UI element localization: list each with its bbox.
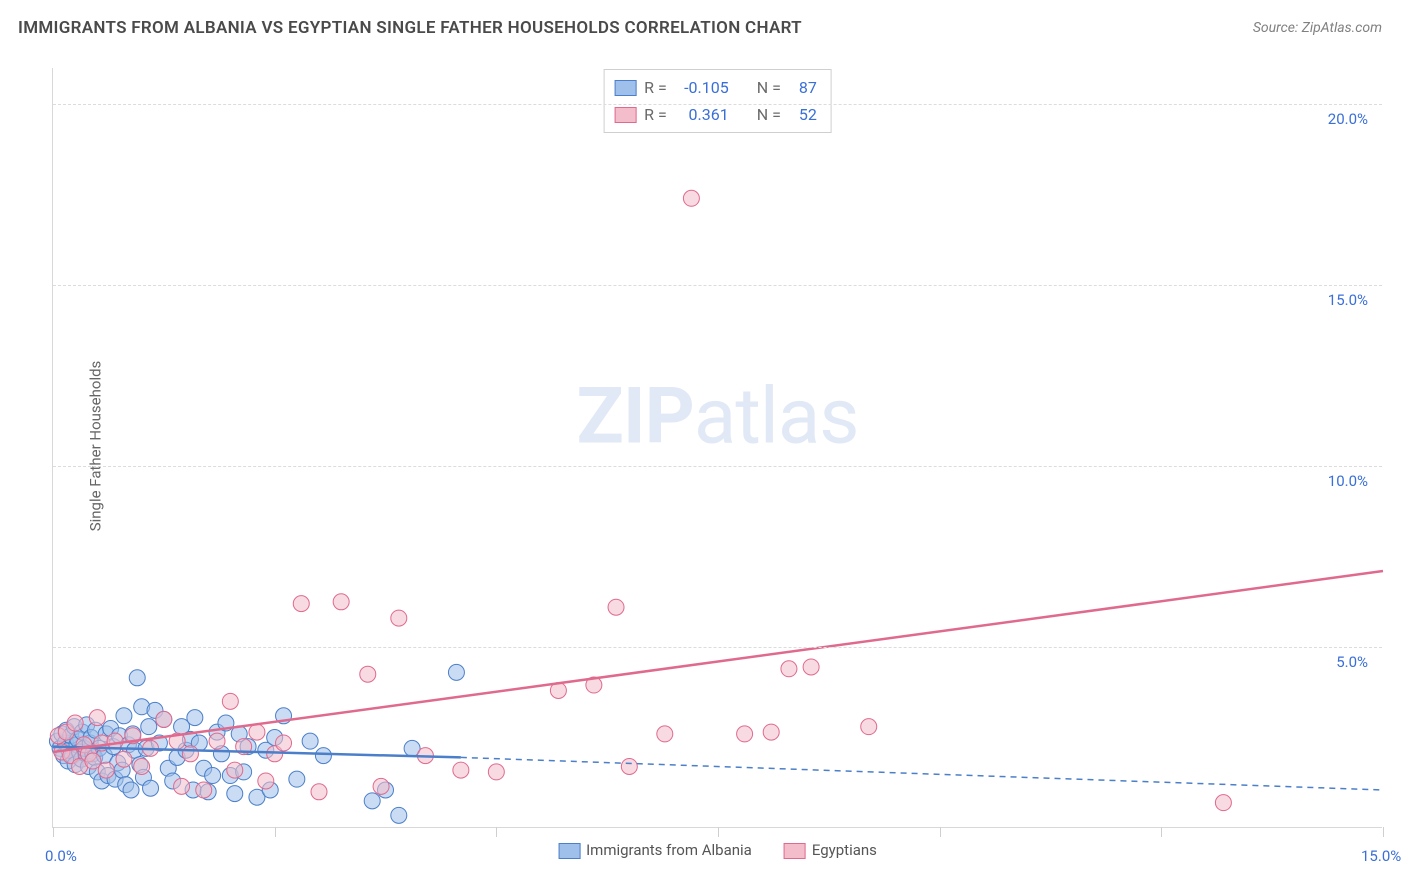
scatter-point xyxy=(182,746,198,762)
source-attribution: Source: ZipAtlas.com xyxy=(1253,20,1382,36)
regression-line xyxy=(53,571,1383,752)
legend-series-label: Immigrants from Albania xyxy=(586,841,752,859)
plot-area: ZIPatlas R =-0.105N =87R =0.361N =52 Imm… xyxy=(52,68,1382,828)
x-tick-mark xyxy=(53,827,54,837)
scatter-point xyxy=(488,764,504,780)
scatter-point xyxy=(781,661,797,677)
chart-title: IMMIGRANTS FROM ALBANIA VS EGYPTIAN SING… xyxy=(18,18,802,38)
gridline xyxy=(53,647,1382,648)
y-tick-label: 15.0% xyxy=(1328,291,1368,309)
scatter-point xyxy=(683,190,699,206)
scatter-point xyxy=(129,670,145,686)
x-tick-mark xyxy=(1383,827,1384,837)
legend-series-label: Egyptians xyxy=(812,841,877,859)
scatter-point xyxy=(608,599,624,615)
x-tick-mark xyxy=(940,827,941,837)
scatter-point xyxy=(289,771,305,787)
scatter-point xyxy=(763,724,779,740)
scatter-point xyxy=(196,782,212,798)
scatter-point xyxy=(448,664,464,680)
scatter-point xyxy=(89,710,105,726)
scatter-point xyxy=(143,780,159,796)
scatter-point xyxy=(116,708,132,724)
scatter-point xyxy=(803,659,819,675)
scatter-point xyxy=(315,748,331,764)
scatter-point xyxy=(205,768,221,784)
scatter-point xyxy=(1215,795,1231,811)
x-tick-label: 0.0% xyxy=(45,847,77,865)
legend-series: Immigrants from Albania Egyptians xyxy=(558,841,877,859)
y-tick-label: 10.0% xyxy=(1328,472,1368,490)
scatter-point xyxy=(276,735,292,751)
legend-swatch xyxy=(784,843,806,859)
correlation-chart: IMMIGRANTS FROM ALBANIA VS EGYPTIAN SING… xyxy=(0,0,1406,892)
legend-series-item: Egyptians xyxy=(784,841,877,859)
legend-series-item: Immigrants from Albania xyxy=(558,841,752,859)
scatter-point xyxy=(98,762,114,778)
scatter-point xyxy=(134,758,150,774)
scatter-point xyxy=(174,778,190,794)
x-tick-mark xyxy=(275,827,276,837)
scatter-point xyxy=(227,786,243,802)
legend-swatch xyxy=(558,843,580,859)
scatter-point xyxy=(621,758,637,774)
scatter-point xyxy=(302,733,318,749)
scatter-point xyxy=(364,793,380,809)
scatter-point xyxy=(249,724,265,740)
y-tick-label: 20.0% xyxy=(1328,110,1368,128)
scatter-point xyxy=(657,726,673,742)
scatter-surface xyxy=(53,68,1382,827)
x-tick-mark xyxy=(718,827,719,837)
scatter-point xyxy=(227,762,243,778)
scatter-point xyxy=(209,733,225,749)
scatter-point xyxy=(360,666,376,682)
scatter-point xyxy=(861,719,877,735)
scatter-point xyxy=(391,610,407,626)
scatter-point xyxy=(258,773,274,789)
scatter-point xyxy=(373,778,389,794)
scatter-point xyxy=(222,693,238,709)
regression-extrapolation xyxy=(461,757,1383,790)
scatter-point xyxy=(453,762,469,778)
scatter-point xyxy=(67,715,83,731)
y-tick-label: 5.0% xyxy=(1336,653,1368,671)
gridline xyxy=(53,285,1382,286)
scatter-point xyxy=(123,782,139,798)
scatter-point xyxy=(391,807,407,823)
scatter-point xyxy=(141,719,157,735)
x-tick-mark xyxy=(1161,827,1162,837)
scatter-point xyxy=(156,711,172,727)
gridline xyxy=(53,104,1382,105)
scatter-point xyxy=(737,726,753,742)
scatter-point xyxy=(116,751,132,767)
x-tick-mark xyxy=(496,827,497,837)
gridline xyxy=(53,466,1382,467)
scatter-point xyxy=(293,596,309,612)
x-tick-label: 15.0% xyxy=(1361,847,1401,865)
scatter-point xyxy=(107,733,123,749)
scatter-point xyxy=(311,784,327,800)
scatter-point xyxy=(187,710,203,726)
scatter-point xyxy=(333,594,349,610)
